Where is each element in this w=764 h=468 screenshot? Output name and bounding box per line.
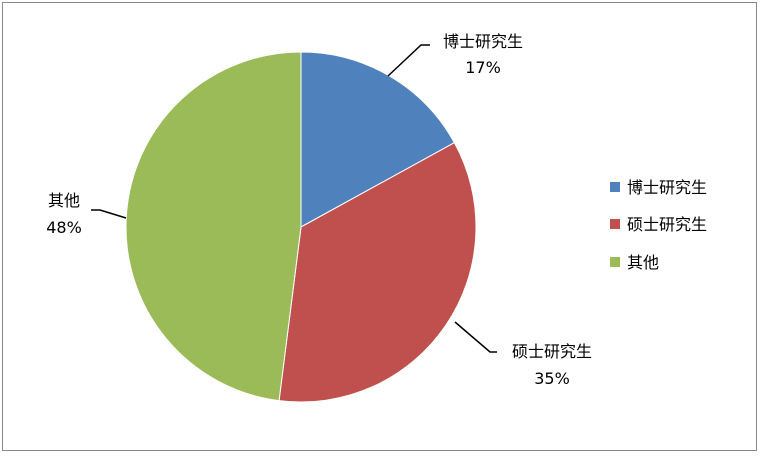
legend-swatch	[610, 257, 620, 267]
data-label-percent: 48%	[46, 218, 82, 237]
data-label-name: 硕士研究生	[512, 342, 592, 361]
pie-slice-2	[278, 142, 477, 403]
data-label-name: 其他	[48, 191, 80, 210]
legend-swatch	[610, 219, 620, 229]
data-label-name: 博士研究生	[443, 32, 523, 51]
chart-area	[2, 2, 757, 451]
leader-line-3	[91, 209, 127, 219]
pie-slice-3	[125, 51, 302, 402]
data-label-percent: 35%	[534, 369, 570, 388]
leader-line-2	[454, 321, 497, 353]
data-label-percent: 17%	[465, 58, 501, 77]
legend-label: 其他	[627, 253, 659, 272]
legend-label: 博士研究生	[627, 178, 707, 197]
legend-swatch	[610, 182, 620, 192]
leader-line-1	[387, 44, 430, 77]
pie-slice-1	[300, 51, 456, 228]
legend-label: 硕士研究生	[627, 215, 707, 234]
